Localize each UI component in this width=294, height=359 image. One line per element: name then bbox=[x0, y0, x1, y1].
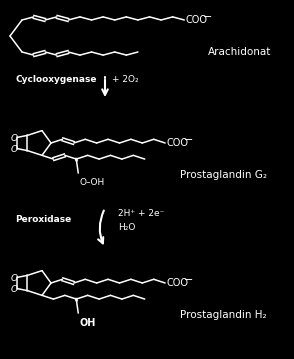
Text: −: − bbox=[184, 275, 193, 285]
Text: Prostaglandin G₂: Prostaglandin G₂ bbox=[180, 170, 267, 180]
Text: COO: COO bbox=[166, 278, 188, 288]
Text: −: − bbox=[184, 135, 193, 145]
Text: O: O bbox=[11, 285, 18, 294]
Text: H₂O: H₂O bbox=[118, 224, 135, 233]
Text: O: O bbox=[11, 274, 18, 283]
Text: Cyclooxygenase: Cyclooxygenase bbox=[15, 75, 96, 84]
Text: O: O bbox=[11, 145, 18, 154]
Text: COO: COO bbox=[166, 138, 188, 148]
Text: O–OH: O–OH bbox=[79, 178, 104, 187]
Text: OH: OH bbox=[79, 318, 96, 328]
Text: −: − bbox=[203, 12, 213, 22]
Text: Arachidonat: Arachidonat bbox=[208, 47, 271, 57]
Text: 2H⁺ + 2e⁻: 2H⁺ + 2e⁻ bbox=[118, 209, 164, 218]
Text: COO: COO bbox=[185, 15, 207, 25]
Text: Peroxidase: Peroxidase bbox=[15, 215, 71, 224]
Text: Prostaglandin H₂: Prostaglandin H₂ bbox=[180, 310, 267, 320]
Text: O: O bbox=[11, 134, 18, 143]
Text: + 2O₂: + 2O₂ bbox=[112, 75, 139, 84]
